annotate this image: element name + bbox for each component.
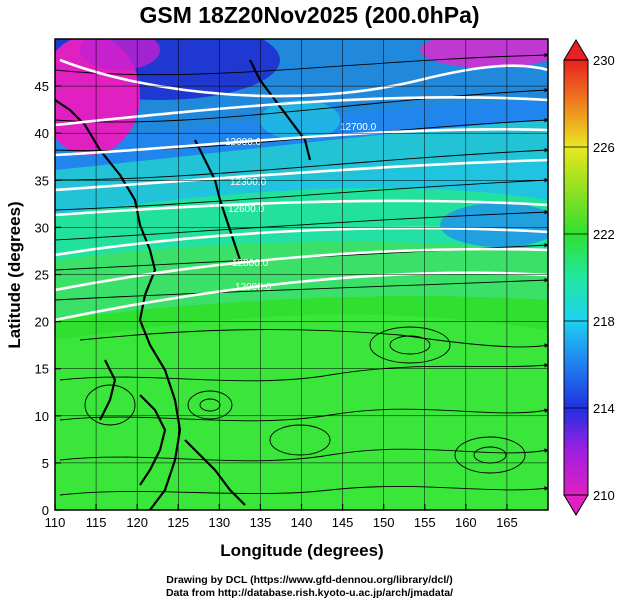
grid-lines bbox=[54, 39, 548, 511]
colorbar-tick-label: 214 bbox=[593, 401, 615, 416]
contour-label: 12600.0 bbox=[228, 204, 265, 215]
height-contours bbox=[55, 58, 548, 322]
colorbar-tick-label: 230 bbox=[593, 53, 615, 68]
credit-line-1: Drawing by DCL (https://www.gfd-dennou.o… bbox=[166, 574, 453, 586]
y-tick-label: 15 bbox=[35, 362, 49, 377]
y-tick-label: 5 bbox=[42, 456, 49, 471]
colorbar-gradient bbox=[563, 59, 589, 496]
x-tick-label: 120 bbox=[126, 515, 148, 530]
colorbar-bottom-triangle bbox=[563, 494, 589, 516]
contour-label: 12000.0 bbox=[225, 137, 262, 148]
x-tick-label: 110 bbox=[45, 515, 66, 530]
credit-text: Drawing by DCL (https://www.gfd-dennou.o… bbox=[0, 574, 619, 600]
x-tick-label: 135 bbox=[250, 515, 272, 530]
colorbar: 210 214 218 222 226 230 bbox=[563, 39, 615, 516]
x-tick-label: 140 bbox=[291, 515, 313, 530]
x-tick-label: 145 bbox=[332, 515, 354, 530]
contour-label: 12300.0 bbox=[230, 177, 267, 188]
x-tick-label: 160 bbox=[455, 515, 477, 530]
contour-label: 12800.0 bbox=[232, 258, 269, 269]
x-tick-label: 125 bbox=[167, 515, 189, 530]
y-tick-label: 35 bbox=[35, 173, 49, 188]
colorbar-tick-label: 218 bbox=[593, 314, 615, 329]
y-tick-label: 45 bbox=[35, 79, 49, 94]
x-axis-ticks: 110 115 120 125 130 135 140 145 150 155 160 165 bbox=[45, 504, 518, 530]
x-tick-label: 150 bbox=[373, 515, 395, 530]
colorbar-tick-label: 222 bbox=[593, 227, 615, 242]
map-title: GSM 18Z20Nov2025 (200.0hPa) bbox=[139, 2, 480, 28]
x-axis-label: Longitude (degrees) bbox=[220, 541, 383, 560]
colorbar-tick-label: 226 bbox=[593, 140, 615, 155]
x-tick-label: 115 bbox=[86, 515, 107, 530]
temperature-shading bbox=[55, 39, 548, 510]
x-tick-label: 155 bbox=[414, 515, 436, 530]
contour-labels: 12000.0 12300.0 12600.0 12900.0 12800.0 … bbox=[225, 122, 377, 293]
colorbar-tick-label: 210 bbox=[593, 488, 615, 503]
y-tick-label: 30 bbox=[35, 220, 49, 235]
colorbar-ticks: 210 214 218 222 226 230 bbox=[564, 53, 615, 503]
colorbar-top-triangle bbox=[563, 39, 589, 61]
y-tick-label: 10 bbox=[35, 409, 49, 424]
coastlines bbox=[55, 59, 312, 510]
x-tick-label: 165 bbox=[496, 515, 518, 530]
x-tick-label: 130 bbox=[208, 515, 230, 530]
y-tick-label: 20 bbox=[35, 315, 49, 330]
contour-label: 12700.0 bbox=[340, 122, 377, 133]
contour-label: 12900.0 bbox=[235, 282, 272, 293]
y-axis-label: Latitude (degrees) bbox=[5, 201, 24, 348]
y-axis-ticks: 0 5 10 15 20 25 30 35 40 45 bbox=[35, 79, 61, 518]
y-tick-label: 0 bbox=[42, 503, 49, 518]
y-tick-label: 25 bbox=[35, 268, 49, 283]
credit-line-2: Data from http://database.rish.kyoto-u.a… bbox=[165, 587, 454, 599]
y-tick-label: 40 bbox=[35, 126, 49, 141]
